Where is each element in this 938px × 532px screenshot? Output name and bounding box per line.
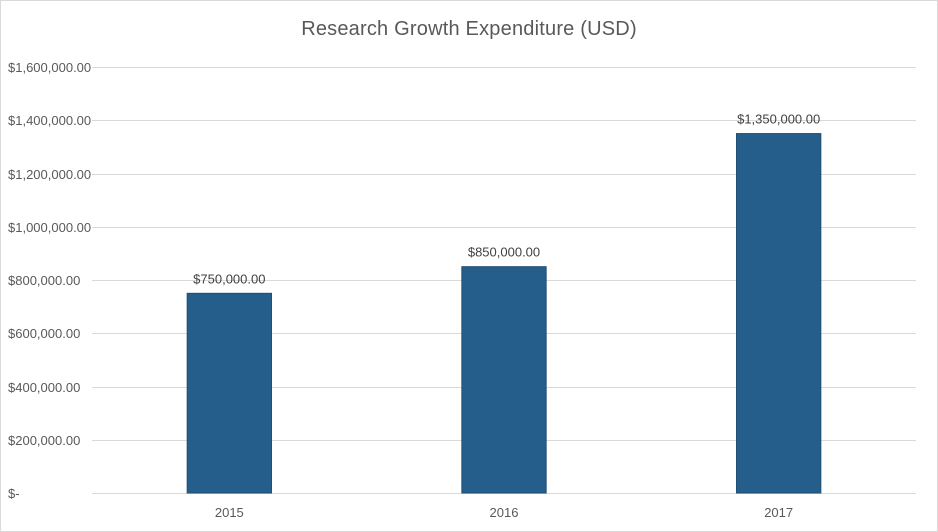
x-tick-label: 2016 (490, 505, 519, 520)
x-axis-ticks: 2015 2016 2017 (215, 505, 793, 520)
y-tick-label: $1,400,000.00 (8, 113, 91, 128)
data-labels: $750,000.00 $850,000.00 $1,350,000.00 (193, 112, 820, 287)
x-tick-label: 2017 (764, 505, 793, 520)
x-tick-label: 2015 (215, 505, 244, 520)
bar (461, 266, 547, 494)
y-axis-ticks: $- $200,000.00 $400,000.00 $600,000.00 $800,… (8, 60, 91, 501)
data-label: $750,000.00 (193, 271, 265, 286)
y-tick-label: $400,000.00 (8, 380, 80, 395)
y-tick-label: $1,200,000.00 (8, 167, 91, 182)
bars (186, 133, 822, 494)
y-tick-label: $- (8, 486, 20, 501)
y-tick-label: $1,600,000.00 (8, 60, 91, 75)
y-tick-label: $800,000.00 (8, 273, 80, 288)
y-tick-label: $200,000.00 (8, 433, 80, 448)
data-label: $850,000.00 (468, 245, 540, 260)
chart-title: Research Growth Expenditure (USD) (301, 18, 637, 40)
bar (736, 133, 822, 494)
y-tick-label: $1,000,000.00 (8, 220, 91, 235)
data-label: $1,350,000.00 (737, 112, 820, 127)
y-tick-label: $600,000.00 (8, 326, 80, 341)
bar (186, 292, 272, 494)
